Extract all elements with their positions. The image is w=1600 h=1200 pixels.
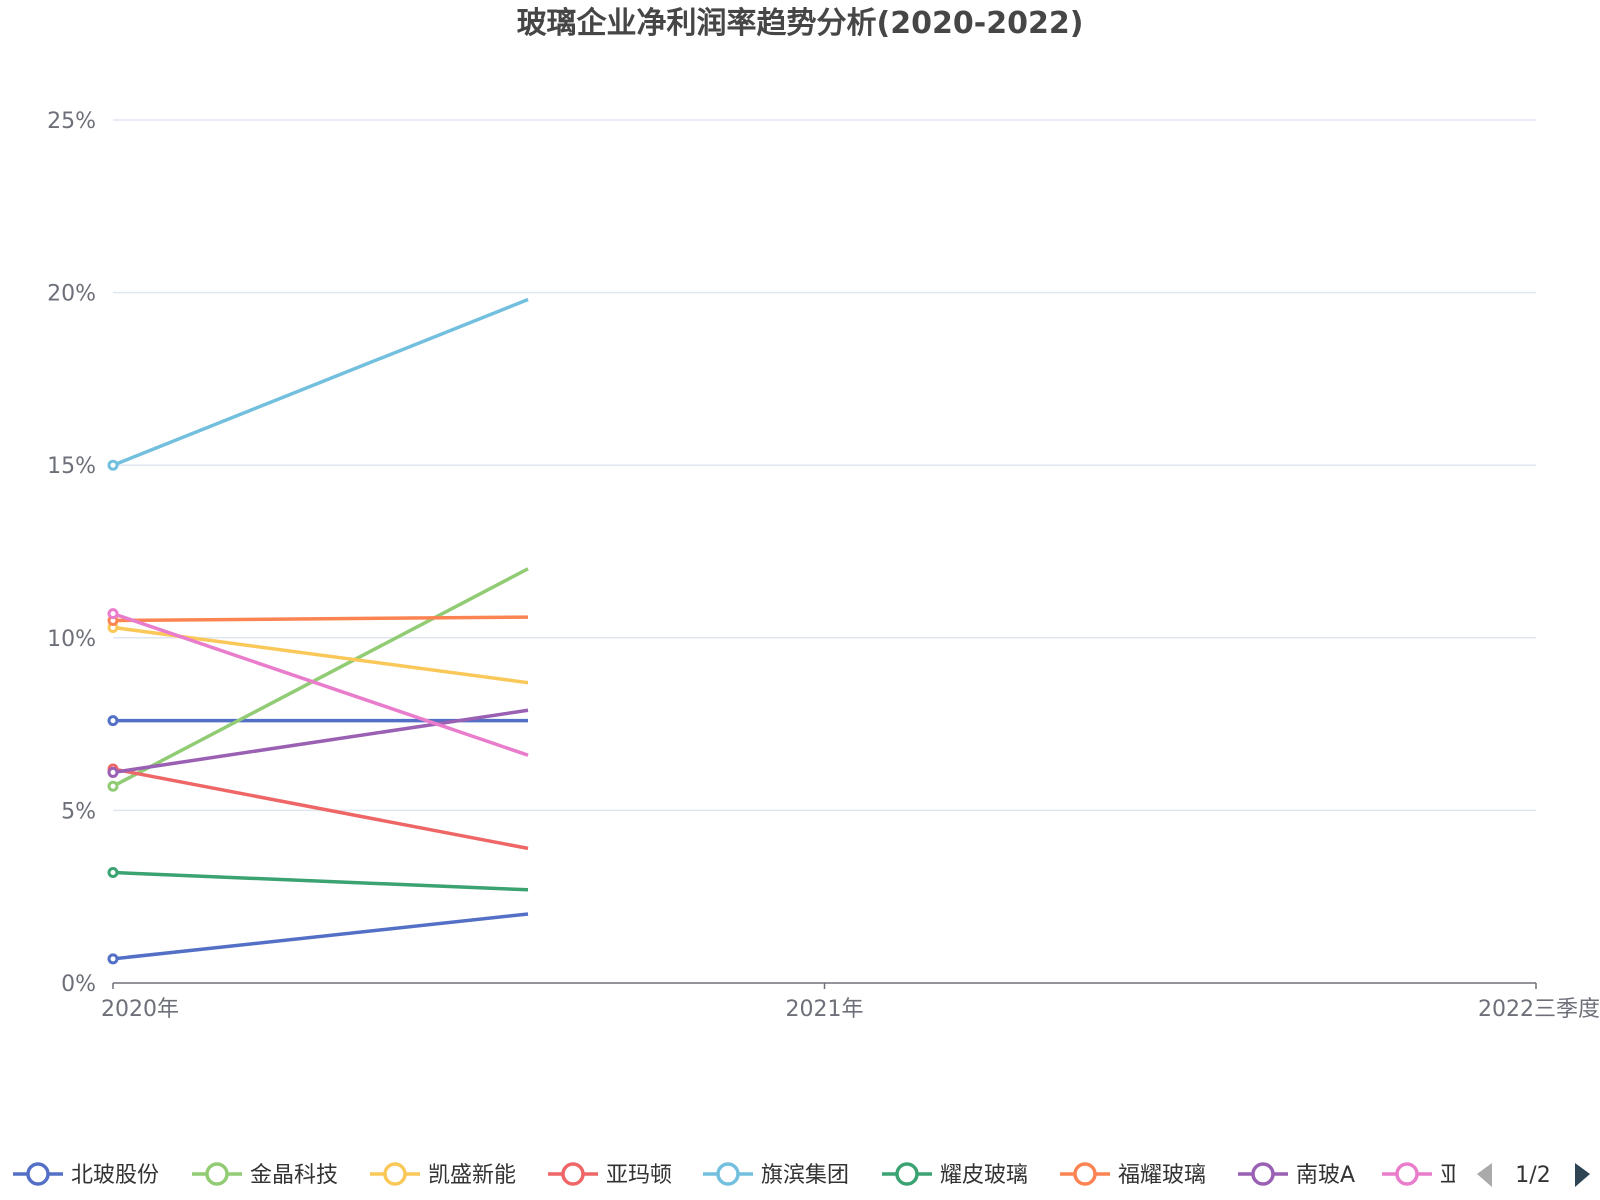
legend-item[interactable]: 亚 <box>1382 1162 1462 1188</box>
legend-item[interactable]: 旗滨集团 <box>703 1162 849 1188</box>
legend-label: 亚 <box>1440 1163 1462 1188</box>
y-tick-label: 15% <box>47 454 96 479</box>
legend: 北玻股份 金晶科技 凯盛新能 亚玛顿 旗滨集团 耀皮玻璃 福耀玻璃 南玻A 亚 <box>13 1162 1462 1188</box>
x-tick-label: 2020年 <box>101 997 179 1022</box>
legend-item[interactable]: 南玻A <box>1238 1162 1355 1188</box>
data-point <box>107 715 119 727</box>
legend-item[interactable]: 耀皮玻璃 <box>882 1162 1028 1188</box>
series-line <box>112 870 529 892</box>
legend-circle-icon <box>1251 1162 1275 1186</box>
legend-label: 北玻股份 <box>71 1163 159 1188</box>
legend-pager: 1/2 <box>1477 1163 1590 1188</box>
grid-lines <box>113 119 1536 812</box>
legend-circle-icon <box>205 1162 229 1186</box>
legend-label: 凯盛新能 <box>428 1163 516 1188</box>
y-tick-label: 20% <box>47 282 96 307</box>
series-line <box>112 615 529 623</box>
y-axis-ticks: 0% 5% 10% 15% 20% 25% <box>47 109 96 997</box>
legend-circle-icon <box>561 1162 585 1186</box>
legend-label: 南玻A <box>1296 1163 1355 1188</box>
legend-circle-icon <box>1073 1162 1097 1186</box>
data-point <box>107 766 119 778</box>
legend-label: 耀皮玻璃 <box>940 1163 1028 1188</box>
series-line <box>112 767 529 851</box>
legend-label: 福耀玻璃 <box>1118 1163 1206 1188</box>
series-line <box>112 912 529 961</box>
legend-item[interactable]: 亚玛顿 <box>548 1162 672 1188</box>
chart-title: 玻璃企业净利润率趋势分析(2020-2022) <box>517 6 1084 41</box>
data-point <box>107 953 119 965</box>
x-tick-label: 2021年 <box>786 997 864 1022</box>
triangle-right-icon[interactable] <box>1575 1163 1590 1187</box>
data-point <box>107 608 119 620</box>
x-tick-label: 2022三季度 <box>1478 997 1600 1022</box>
legend-label: 亚玛顿 <box>606 1163 672 1188</box>
series-line <box>112 567 529 788</box>
series-line <box>112 611 529 757</box>
y-tick-label: 25% <box>47 109 96 134</box>
legend-page-indicator: 1/2 <box>1515 1163 1550 1188</box>
triangle-left-icon[interactable] <box>1477 1163 1492 1187</box>
legend-item[interactable]: 金晶科技 <box>192 1162 338 1188</box>
series-line <box>112 297 529 467</box>
legend-item[interactable]: 凯盛新能 <box>370 1162 516 1188</box>
legend-label: 金晶科技 <box>250 1163 338 1188</box>
legend-item[interactable]: 北玻股份 <box>13 1162 159 1188</box>
x-axis: 2020年 2021年 2022三季度 <box>101 982 1600 1022</box>
data-point <box>107 459 119 471</box>
legend-circle-icon <box>383 1162 407 1186</box>
y-tick-label: 10% <box>47 627 96 652</box>
series-line <box>112 708 529 775</box>
legend-circle-icon <box>716 1162 740 1186</box>
legend-circle-icon <box>26 1162 50 1186</box>
y-tick-label: 5% <box>61 799 96 824</box>
legend-item[interactable]: 福耀玻璃 <box>1060 1162 1206 1188</box>
y-tick-label: 0% <box>61 972 96 997</box>
series-lines <box>107 297 529 965</box>
data-point <box>107 867 119 879</box>
legend-label: 旗滨集团 <box>761 1163 849 1188</box>
legend-circle-icon <box>1395 1162 1419 1186</box>
data-point <box>107 780 119 792</box>
legend-circle-icon <box>895 1162 919 1186</box>
